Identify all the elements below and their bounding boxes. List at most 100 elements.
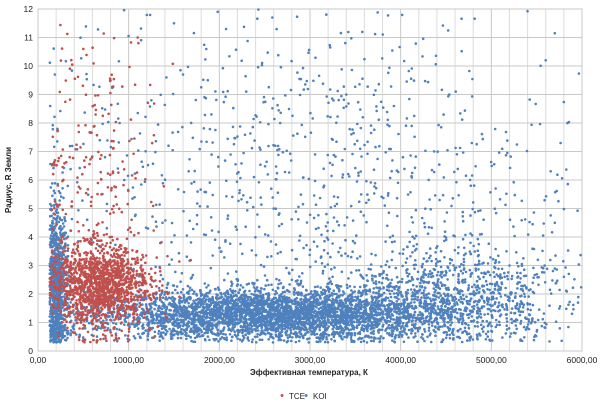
- koi-point: [497, 320, 501, 324]
- koi-point: [347, 277, 350, 280]
- koi-point: [273, 318, 277, 321]
- koi-point: [261, 310, 264, 314]
- koi-point: [436, 305, 440, 308]
- koi-point: [497, 310, 500, 313]
- koi-point: [353, 333, 357, 337]
- koi-point: [455, 301, 459, 304]
- koi-point: [243, 289, 247, 293]
- koi-point: [181, 299, 184, 303]
- koi-point: [182, 296, 185, 300]
- koi-point: [190, 288, 194, 292]
- koi-point: [188, 289, 191, 292]
- koi-point: [227, 322, 230, 326]
- koi-point: [173, 297, 177, 301]
- koi-point: [476, 320, 479, 324]
- koi-point: [242, 302, 245, 306]
- koi-point: [272, 313, 276, 316]
- koi-point: [224, 306, 228, 310]
- koi-point: [175, 308, 178, 312]
- koi-point: [226, 289, 229, 293]
- koi-point: [323, 303, 327, 307]
- koi-point: [296, 293, 300, 297]
- koi-point: [157, 329, 161, 333]
- koi-point: [258, 320, 261, 324]
- koi-point: [274, 333, 278, 337]
- koi-point: [388, 299, 391, 303]
- koi-point: [235, 298, 238, 301]
- koi-point: [289, 329, 293, 332]
- koi-point: [346, 323, 349, 326]
- koi-point: [178, 304, 182, 308]
- koi-point: [247, 324, 250, 327]
- koi-point: [266, 331, 270, 335]
- koi-point: [131, 322, 134, 326]
- koi-point: [239, 315, 243, 318]
- koi-point: [423, 327, 426, 331]
- koi-point: [240, 294, 243, 297]
- koi-point: [193, 336, 197, 340]
- koi-point: [299, 308, 303, 312]
- koi-point: [264, 317, 268, 321]
- koi-point: [398, 331, 402, 334]
- koi-point: [231, 335, 234, 339]
- koi-point: [322, 312, 326, 316]
- koi-point: [317, 336, 321, 339]
- koi-point: [412, 298, 416, 301]
- koi-point: [58, 199, 61, 202]
- koi-point: [316, 340, 320, 344]
- koi-point: [245, 326, 248, 330]
- koi-point: [52, 189, 56, 192]
- koi-point: [208, 308, 211, 311]
- koi-point: [332, 302, 335, 306]
- koi-point: [142, 331, 146, 335]
- koi-point: [124, 320, 128, 324]
- koi-point: [351, 291, 355, 294]
- koi-point: [270, 283, 273, 287]
- koi-point: [434, 334, 437, 338]
- koi-point: [315, 313, 319, 317]
- koi-point: [308, 308, 312, 311]
- koi-point: [232, 328, 235, 331]
- koi-point: [433, 301, 437, 305]
- koi-point: [373, 304, 377, 308]
- koi-point: [158, 298, 162, 302]
- koi-point: [233, 322, 237, 325]
- koi-point: [153, 330, 157, 334]
- koi-point: [221, 329, 225, 332]
- koi-point: [527, 318, 530, 321]
- koi-point: [306, 306, 309, 309]
- koi-point: [394, 336, 397, 339]
- koi-point: [322, 332, 326, 336]
- koi-point: [230, 284, 233, 288]
- koi-point: [192, 309, 195, 313]
- koi-point: [363, 306, 367, 309]
- koi-point: [301, 302, 304, 306]
- koi-point: [356, 295, 360, 298]
- koi-point: [327, 311, 331, 315]
- koi-point: [229, 310, 232, 314]
- koi-point: [64, 339, 68, 342]
- koi-point: [271, 341, 275, 344]
- koi-point: [216, 328, 220, 332]
- koi-point: [226, 292, 230, 296]
- koi-point: [267, 312, 270, 315]
- koi-point: [174, 312, 178, 316]
- koi-point: [248, 289, 251, 293]
- koi-point: [365, 341, 369, 344]
- koi-point: [361, 324, 364, 327]
- koi-point: [211, 326, 214, 330]
- koi-point: [310, 300, 314, 304]
- koi-point: [172, 315, 175, 319]
- koi-point: [248, 326, 251, 330]
- koi-point: [488, 338, 491, 342]
- koi-point: [193, 290, 196, 293]
- koi-point: [183, 318, 187, 321]
- koi-point: [191, 302, 194, 306]
- koi-point: [328, 277, 331, 280]
- koi-point: [287, 327, 290, 330]
- koi-point: [257, 329, 260, 332]
- koi-point: [216, 331, 220, 335]
- koi-point: [112, 310, 116, 314]
- koi-point: [211, 301, 215, 305]
- koi-point: [317, 307, 321, 311]
